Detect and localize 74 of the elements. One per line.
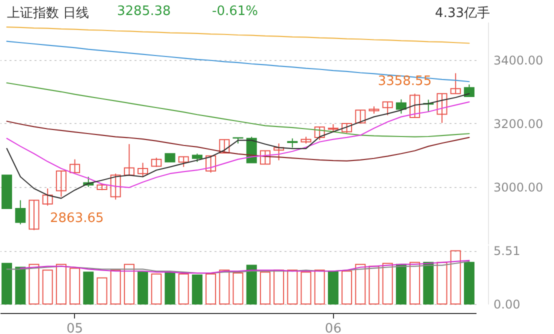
candlestick <box>396 98 406 114</box>
text: 4.33亿手 <box>435 5 490 22</box>
bar <box>368 266 380 304</box>
bar <box>382 262 393 304</box>
bar <box>2 262 12 304</box>
line-series <box>6 26 470 44</box>
bar <box>328 270 338 304</box>
candlestick <box>410 93 420 118</box>
bar <box>232 272 244 304</box>
candlestick <box>70 158 80 174</box>
candlestick <box>436 93 448 124</box>
bar <box>42 270 53 304</box>
candlestick <box>219 139 230 154</box>
candlestick <box>178 156 189 168</box>
text: -0.61% <box>212 4 258 19</box>
annotation: 2863.65 <box>50 211 104 226</box>
bar <box>450 250 461 304</box>
bar <box>274 270 284 304</box>
bar <box>206 274 216 304</box>
bar <box>436 262 448 304</box>
candlestick <box>15 200 26 225</box>
x-tick-label: 05 <box>66 322 84 334</box>
text: 3285.38 <box>117 4 171 19</box>
bar <box>164 272 176 304</box>
y-tick-label: 3000.00 <box>494 180 544 194</box>
bar <box>246 264 257 304</box>
y-tick-label: 5.51 <box>494 244 520 258</box>
candlestick <box>274 142 284 161</box>
annotation: 3358.55 <box>378 74 432 90</box>
candlestick <box>56 170 66 198</box>
y-tick-label: 3400.00 <box>494 54 544 68</box>
bar <box>96 277 108 304</box>
candlestick <box>206 155 216 174</box>
bar <box>70 268 80 304</box>
bar <box>124 264 134 304</box>
bar <box>56 264 66 304</box>
candlestick <box>42 188 53 206</box>
bar <box>15 266 26 304</box>
candlestick <box>355 110 366 124</box>
candlestick <box>260 150 270 165</box>
y-tick-label: 3200.00 <box>494 116 544 131</box>
bar <box>287 270 298 304</box>
candlestick <box>110 173 121 200</box>
bar <box>396 264 406 304</box>
bar <box>138 272 148 304</box>
chart-title: 上证指数 日线 <box>7 5 90 22</box>
candlestick <box>28 200 40 231</box>
bar <box>178 274 189 304</box>
line-series <box>6 120 470 162</box>
bar <box>464 262 474 304</box>
bar <box>83 272 94 304</box>
candlestick <box>314 126 325 140</box>
candlestick <box>151 157 162 168</box>
bar <box>423 262 434 304</box>
bar <box>355 264 366 304</box>
candlestick <box>138 162 148 178</box>
candlestick <box>464 84 474 98</box>
bar <box>219 270 230 304</box>
candlestick <box>124 144 134 176</box>
bar <box>110 270 121 304</box>
candlestick <box>450 72 461 94</box>
candlestick <box>342 122 352 134</box>
bar <box>151 274 162 304</box>
bar <box>260 272 270 304</box>
bar <box>300 272 312 304</box>
bar <box>192 274 202 304</box>
candlestick <box>287 138 298 148</box>
bar <box>28 264 40 304</box>
bar <box>314 270 325 304</box>
candlestick <box>382 101 393 116</box>
x-tick-label: 06 <box>324 322 342 334</box>
y-tick-label: 0.00 <box>494 298 520 312</box>
bar <box>342 270 352 304</box>
bar <box>410 262 420 304</box>
